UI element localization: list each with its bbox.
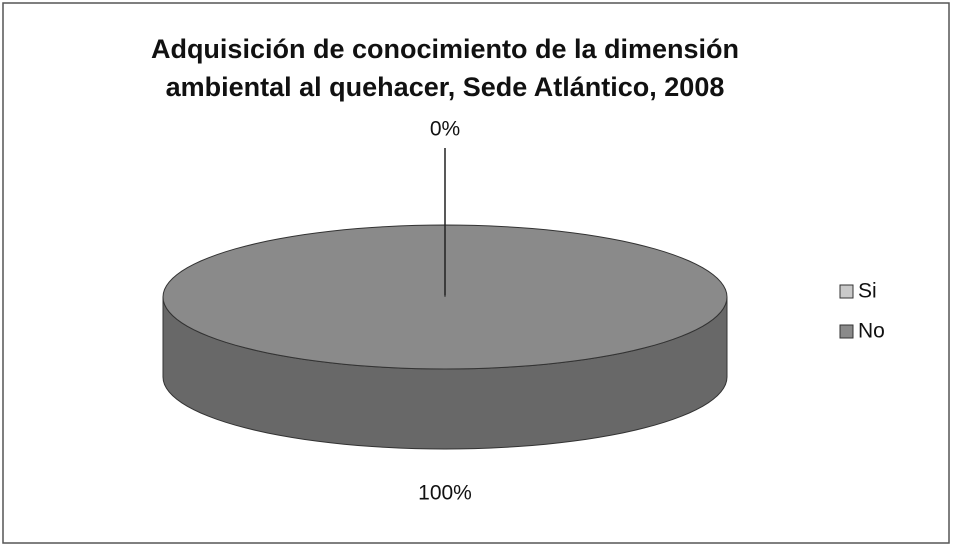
legend-swatch (839, 324, 854, 339)
chart-title: Adquisición de conocimiento de la dimens… (150, 34, 740, 102)
legend-swatch (839, 284, 854, 299)
data-label: 0% (430, 118, 460, 141)
pie-slice (162, 224, 728, 370)
legend-label: No (858, 320, 885, 343)
legend-label: Si (858, 280, 877, 303)
data-label: 100% (418, 482, 472, 505)
